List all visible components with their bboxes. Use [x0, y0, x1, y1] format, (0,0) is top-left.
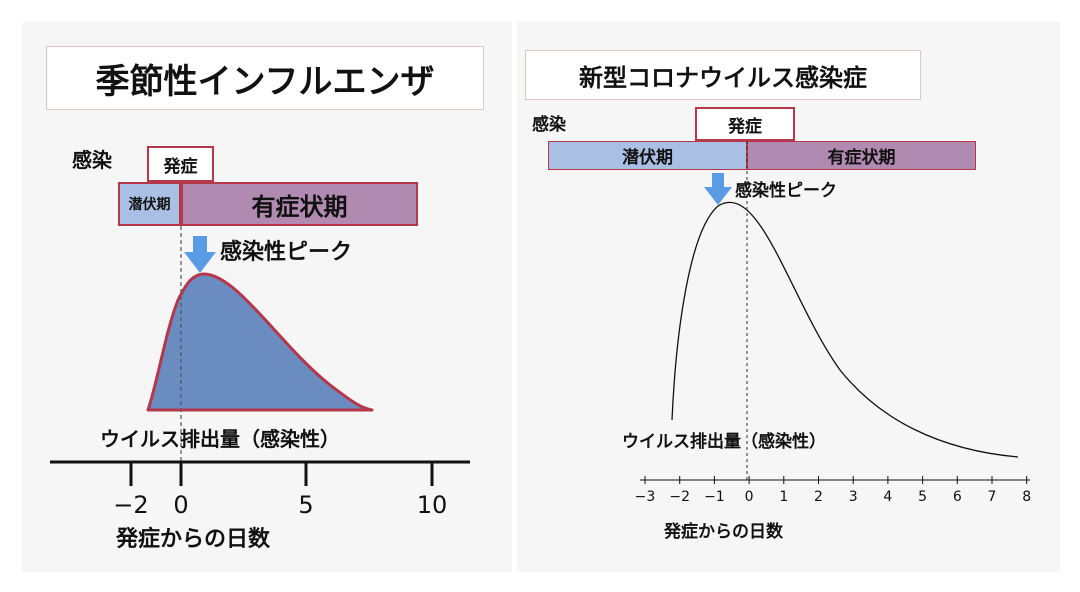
left-axis-label: 発症からの日数: [116, 527, 271, 552]
right-tick-label: 2: [814, 489, 823, 505]
covid-title: 新型コロナウイルス感染症: [525, 50, 921, 100]
right-peak-arrow-icon: [704, 173, 732, 205]
left-latent-period-box: 潜伏期: [118, 182, 181, 226]
left-peak-arrow-icon: [184, 236, 216, 273]
right-tick-label: 7: [987, 489, 997, 505]
left-tick-label: 5: [298, 491, 314, 519]
seasonal-flu-title: 季節性インフルエンザ: [46, 46, 484, 110]
left-onset-box: 発症: [147, 146, 214, 182]
left-viral-shedding-curve: [146, 272, 374, 412]
right-tick-label: −3: [634, 489, 656, 505]
right-viral-shedding-curve: [671, 201, 1019, 458]
right-latent-period-box: 潜伏期: [548, 141, 747, 170]
right-tick-label: 6: [952, 489, 962, 505]
left-peak-label: 感染性ピーク: [220, 240, 353, 265]
right-tick-marks: [644, 476, 1028, 484]
right-infection-label: 感染: [532, 115, 566, 135]
right-curve-label: ウイルス排出量（感染性）: [622, 432, 826, 452]
right-tick-label: −2: [669, 489, 691, 505]
left-curve-label: ウイルス排出量（感染性）: [100, 427, 340, 451]
left-infection-label: 感染: [72, 148, 112, 172]
right-tick-label: −1: [704, 489, 725, 505]
left-tick-label: 10: [416, 491, 448, 519]
seasonal-flu-panel: [22, 22, 512, 572]
left-symptomatic-period-box: 有症状期: [181, 182, 418, 226]
right-tick-label: 3: [848, 489, 858, 505]
right-peak-label: 感染性ピーク: [735, 181, 837, 201]
right-symptomatic-period-box: 有症状期: [747, 141, 976, 170]
right-tick-label: 4: [883, 489, 893, 505]
right-tick-label: 8: [1022, 489, 1032, 505]
right-axis-label: 発症からの日数: [664, 522, 783, 542]
left-tick-marks: [129, 462, 434, 486]
right-onset-box: 発症: [695, 107, 795, 141]
left-tick-label: −2: [113, 491, 149, 519]
left-tick-label: 0: [173, 491, 189, 519]
right-tick-label: 5: [918, 489, 928, 505]
right-tick-label: 0: [744, 489, 754, 505]
right-tick-label: 1: [779, 489, 789, 505]
